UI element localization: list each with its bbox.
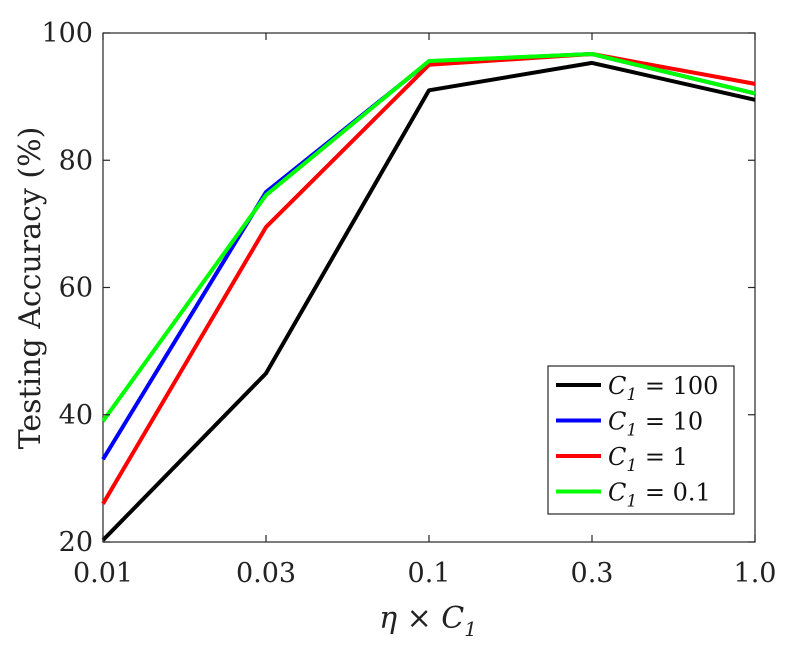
y-tick-label: 60 bbox=[59, 273, 93, 304]
y-tick-label: 80 bbox=[59, 145, 93, 176]
plot-area bbox=[101, 32, 756, 543]
y-axis-label: Testing Accuracy (%) bbox=[13, 127, 48, 450]
legend-label-1: C1 = 100 bbox=[608, 372, 718, 405]
x-tick-label: 0.03 bbox=[236, 558, 296, 589]
series-line-1 bbox=[101, 60, 756, 542]
x-axis-label-main: η × C bbox=[379, 601, 464, 636]
x-axis-label: η × C1 bbox=[379, 601, 477, 641]
y-tick-label: 20 bbox=[59, 527, 93, 558]
legend-label-2: C1 = 10 bbox=[608, 408, 703, 441]
x-tick-label: 0.1 bbox=[408, 558, 451, 589]
series-line-4 bbox=[101, 52, 756, 423]
legend-label-4: C1 = 0.1 bbox=[608, 479, 711, 512]
x-tick-label: 0.01 bbox=[73, 558, 133, 589]
x-tick-label: 1.0 bbox=[734, 558, 777, 589]
x-axis: 0.01 0.03 0.1 0.3 1.0 bbox=[73, 33, 777, 589]
y-tick-label: 40 bbox=[59, 400, 93, 431]
x-axis-label-sub: 1 bbox=[464, 617, 477, 641]
y-tick-label: 100 bbox=[41, 18, 93, 49]
x-tick-label: 0.3 bbox=[571, 558, 614, 589]
y-axis: 20 40 60 80 100 bbox=[41, 18, 755, 558]
series-line-3 bbox=[101, 52, 756, 505]
legend-label-3: C1 = 1 bbox=[608, 443, 688, 476]
legend-box bbox=[547, 365, 735, 515]
